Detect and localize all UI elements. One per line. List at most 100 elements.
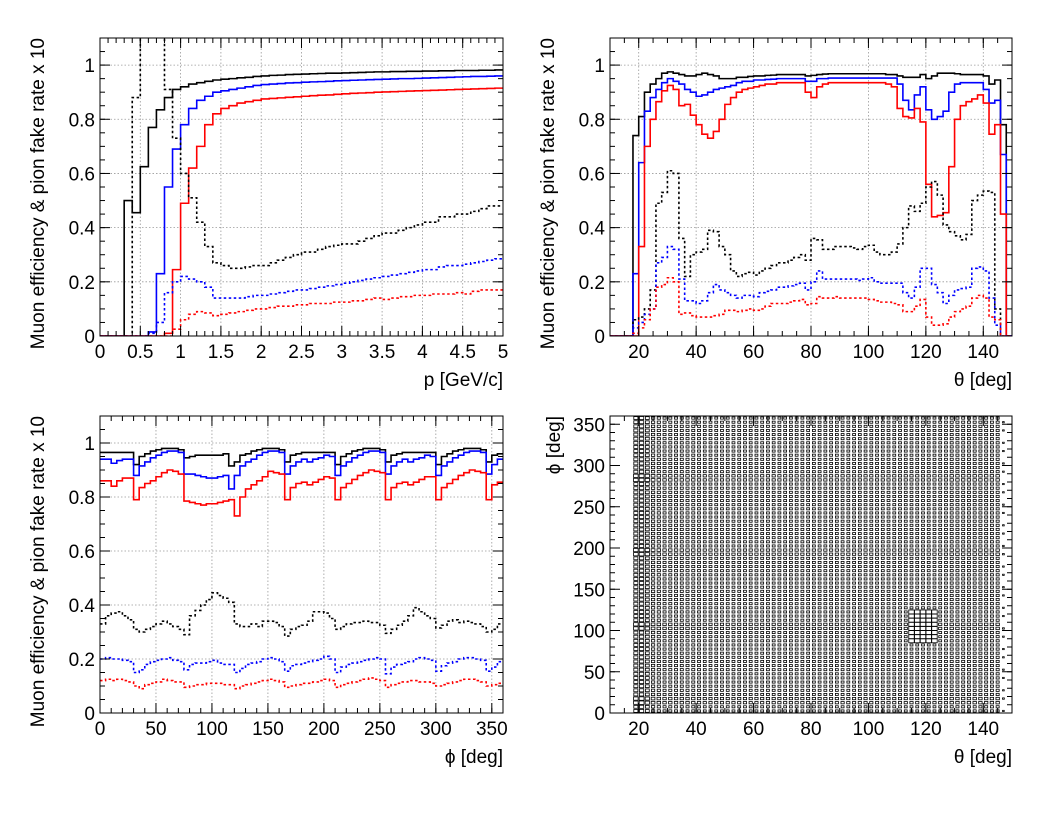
box-bin (916, 421, 919, 423)
box-bin (812, 574, 815, 576)
box-bin (807, 623, 810, 625)
box-bin (680, 508, 683, 510)
box-bin (933, 607, 936, 609)
box-bin (784, 516, 787, 518)
box-bin (686, 433, 689, 435)
box-bin (807, 599, 810, 601)
box-bin (864, 636, 867, 638)
box-bin (778, 693, 781, 695)
box-bin (899, 467, 902, 469)
box-bin (645, 573, 649, 576)
box-bin (634, 483, 638, 486)
box-bin (639, 676, 643, 679)
box-bin (686, 611, 689, 613)
box-bin (939, 549, 942, 551)
box-bin (703, 545, 706, 547)
box-bin (657, 491, 660, 493)
box-bin (680, 425, 683, 427)
box-bin (807, 475, 810, 477)
box-bin (956, 685, 959, 687)
box-bin (899, 615, 902, 617)
box-bin (749, 665, 752, 667)
box-bin (830, 524, 833, 526)
box-bin (726, 434, 729, 436)
box-bin (812, 479, 815, 481)
box-bin (686, 466, 689, 468)
box-bin (807, 516, 810, 518)
box-bin (973, 652, 976, 654)
box-bin (639, 582, 643, 585)
box-bin (835, 627, 838, 629)
box-bin (916, 483, 919, 485)
box-bin (801, 467, 804, 469)
box-bin (738, 454, 741, 456)
box-bin (761, 537, 764, 539)
box-bin (749, 578, 752, 580)
box-bin (904, 656, 907, 658)
box-bin (789, 429, 792, 431)
box-bin (904, 500, 907, 502)
box-bin (870, 648, 873, 650)
box-bin (967, 557, 970, 559)
box-bin (795, 669, 798, 671)
box-bin (979, 541, 982, 543)
box-bin (893, 520, 896, 522)
box-bin (939, 677, 942, 679)
box-bin (703, 656, 706, 658)
box-bin (847, 599, 850, 601)
box-bin (749, 615, 752, 617)
box-bin (956, 586, 959, 588)
box-bin (709, 570, 712, 572)
box-bin (651, 528, 654, 530)
box-bin (910, 648, 913, 650)
box-bin (639, 709, 643, 712)
box-bin (639, 540, 643, 543)
box-bin (675, 673, 678, 675)
box-bin (979, 693, 982, 695)
box-bin (634, 478, 639, 481)
box-bin (645, 458, 649, 461)
box-bin (807, 586, 810, 588)
box-bin (784, 599, 787, 601)
box-bin (945, 545, 948, 547)
box-bin (692, 537, 695, 539)
box-bin (812, 504, 815, 506)
box-bin (887, 471, 890, 473)
box-bin (870, 607, 873, 609)
box-bin (634, 590, 638, 593)
box-bin (778, 487, 781, 489)
box-bin (870, 636, 873, 638)
box-bin (721, 636, 724, 638)
y-axis-title: Muon efficiency & pion fake rate x 10 (28, 416, 49, 727)
box-bin (876, 607, 879, 609)
box-bin (835, 537, 838, 539)
box-bin (962, 582, 965, 584)
box-bin (922, 425, 925, 427)
box-bin (749, 545, 752, 547)
box-bin (657, 557, 660, 559)
box-bin (847, 586, 850, 588)
box-bin (950, 685, 953, 687)
box-bin (979, 421, 982, 423)
box-bin (933, 471, 936, 473)
box-bin (956, 516, 959, 518)
box-bin (680, 701, 683, 703)
box-bin (657, 537, 660, 539)
box-bin (715, 586, 718, 588)
box-bin (818, 619, 821, 621)
box-bin (858, 429, 861, 431)
box-bin (921, 475, 924, 477)
box-bin (812, 512, 815, 514)
box-bin (916, 495, 919, 497)
box-bin (645, 606, 649, 609)
box-bin (675, 594, 678, 596)
box-bin (675, 574, 678, 576)
box-bin (824, 689, 827, 691)
box-bin (807, 541, 810, 543)
box-bin (645, 512, 649, 515)
box-bin (956, 433, 959, 435)
box-bin (651, 586, 654, 588)
box-bin (881, 471, 884, 473)
box-bin (847, 467, 850, 469)
box-bin (738, 467, 741, 469)
